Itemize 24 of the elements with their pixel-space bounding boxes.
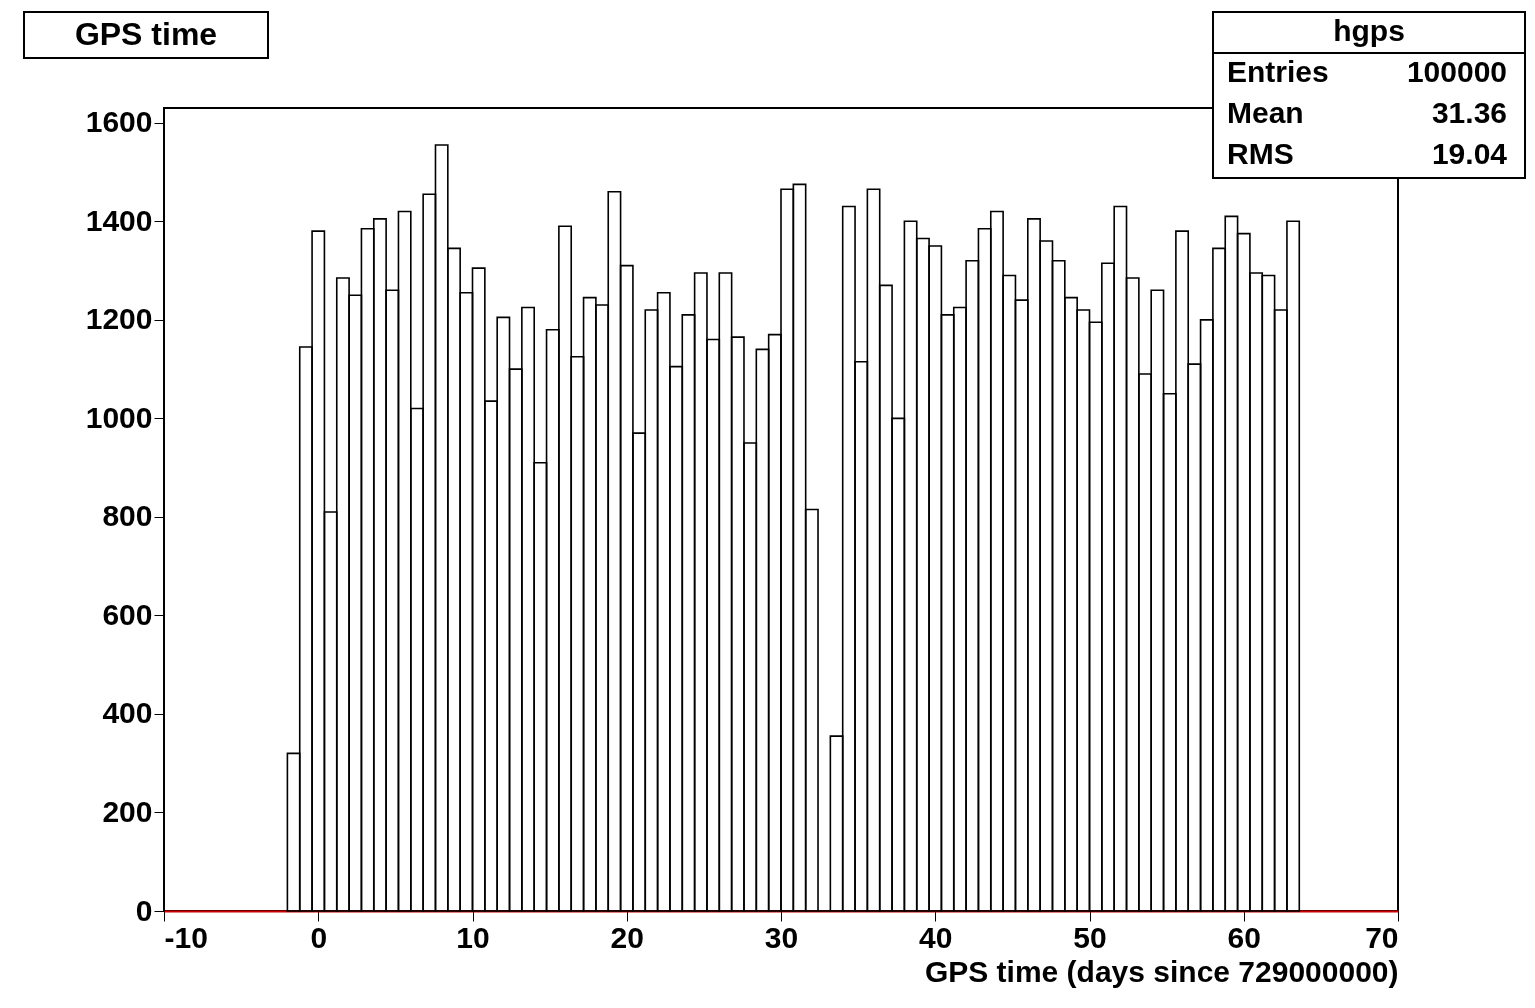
- x-tick-label: -10: [164, 920, 208, 954]
- y-tick-label: 1000: [85, 400, 153, 434]
- x-tick-label: 40: [919, 920, 953, 954]
- x-tick-label: 20: [610, 920, 644, 954]
- x-tick-label: 70: [1365, 920, 1399, 954]
- chart-title: GPS time: [74, 16, 218, 52]
- y-tick-label: 1600: [85, 105, 153, 139]
- x-tick-label: 10: [456, 920, 490, 954]
- y-tick-label: 200: [102, 794, 153, 828]
- y-tick-label: 1200: [85, 302, 153, 336]
- x-axis-title: GPS time (days since 729000000): [924, 954, 1399, 988]
- x-tick-label: 60: [1227, 920, 1261, 954]
- x-tick-label: 0: [310, 920, 328, 954]
- y-tick-label: 400: [102, 696, 153, 730]
- y-tick-label: 600: [102, 597, 153, 631]
- x-tick-label: 50: [1073, 920, 1107, 954]
- y-tick-label: 800: [102, 499, 153, 533]
- y-tick-label: 0: [135, 893, 153, 927]
- text: hgps: [1333, 14, 1405, 47]
- text: Entries 100000: [1227, 55, 1507, 88]
- x-tick-label: 30: [764, 920, 799, 954]
- text: RMS 19.04: [1227, 137, 1507, 170]
- text: Mean 31.36: [1227, 96, 1507, 129]
- y-tick-label: 1400: [85, 203, 153, 237]
